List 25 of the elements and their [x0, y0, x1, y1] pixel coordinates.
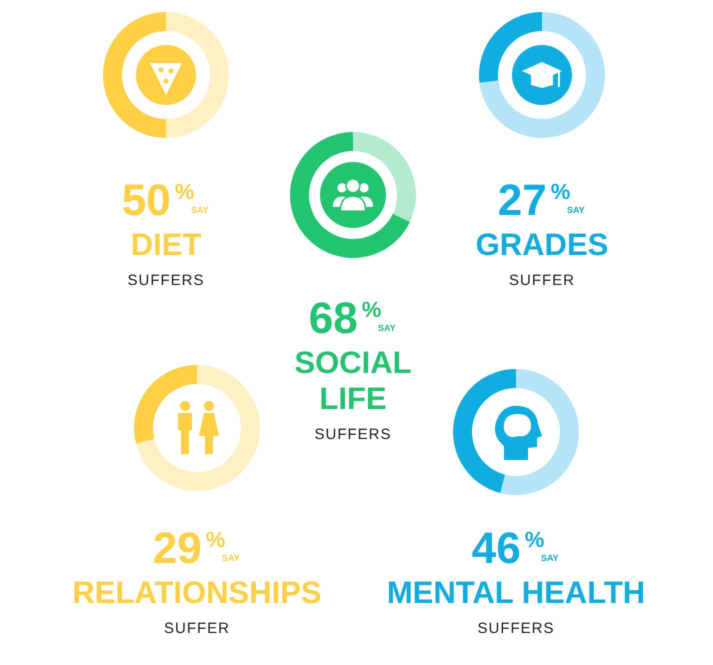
text: SAY [222, 553, 240, 563]
text: DIET [130, 227, 202, 262]
donut-slice [353, 132, 416, 222]
donut-slice [453, 369, 516, 494]
text: SOCIAL LIFE [294, 345, 412, 416]
donut-slice [134, 365, 197, 444]
text: SAY [541, 553, 559, 563]
text: GRADES [476, 227, 608, 262]
text: SUFFER [164, 620, 230, 637]
text: SUFFERS [477, 620, 555, 637]
text: SAY [191, 205, 209, 215]
text: SUFFER [509, 272, 575, 289]
text: SUFFERS [127, 272, 205, 289]
text: MENTAL HEALTH [386, 575, 646, 610]
donut-slice [479, 12, 542, 83]
donut-slice [500, 369, 579, 495]
donut-slice [479, 12, 605, 138]
text: SAY [378, 323, 396, 333]
text: SAY [567, 205, 585, 215]
donut-slice [136, 365, 260, 491]
text: RELATIONSHIPS [72, 575, 322, 610]
text: SUFFERS [314, 426, 392, 443]
donut-slice [290, 132, 410, 258]
donut-slice [166, 12, 229, 138]
donut-slice [103, 12, 166, 138]
